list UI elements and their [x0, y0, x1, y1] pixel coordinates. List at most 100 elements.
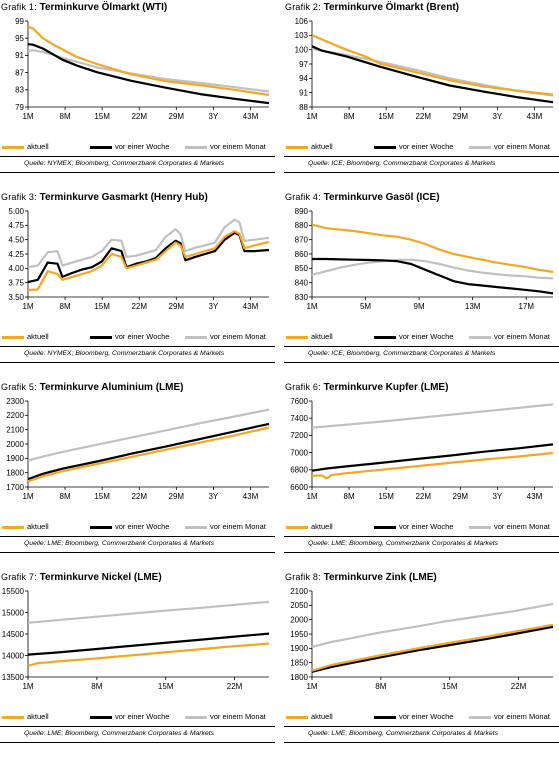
y-tick-label: 97	[299, 60, 308, 69]
x-tick-label: 15M	[378, 492, 394, 501]
legend-swatch	[2, 336, 24, 339]
legend-label: vor einem Monat	[210, 142, 266, 151]
legend-swatch	[90, 336, 112, 339]
legend-label: vor einer Woche	[399, 522, 454, 531]
chart-title: Grafik 8: Terminkurve Zink (LME)	[285, 572, 437, 583]
legend-swatch	[374, 146, 396, 149]
legend-label: vor einer Woche	[115, 142, 170, 151]
legend-swatch	[469, 526, 491, 529]
x-tick-label: 1M	[22, 112, 33, 121]
y-tick-label: 1950	[290, 630, 308, 639]
y-tick-label: 1900	[6, 454, 24, 463]
x-tick-label: 5M	[360, 302, 371, 311]
divider	[284, 552, 559, 553]
x-tick-label: 8M	[344, 112, 355, 121]
x-tick-label: 29M	[169, 492, 185, 501]
line-chart: 13500 14000 14500 15000 15500 1M 8M 15M 22M	[2, 587, 270, 691]
y-tick-label: 2100	[6, 425, 24, 434]
y-tick-label: 840	[295, 278, 309, 287]
y-tick-label: 87	[15, 68, 24, 77]
legend-swatch	[90, 146, 112, 149]
source-note: Quelle: ICE; Bloomberg, Commerzbank Corp…	[308, 350, 496, 357]
series-line-aktuell	[27, 25, 270, 97]
x-tick-label: 15M	[94, 112, 110, 121]
series-line-monat	[311, 47, 554, 97]
y-tick-label: 890	[295, 207, 309, 216]
legend-swatch	[286, 526, 308, 529]
chart-number: Grafik 2:	[285, 2, 321, 12]
line-chart: 79 83 87 91 95 99 1M 8M 15M 22M 29M 3Y 43M	[15, 17, 270, 121]
y-tick-label: 2050	[290, 601, 308, 610]
x-tick-label: 8M	[91, 682, 102, 691]
chart-title-text: Terminkurve Kupfer (LME)	[323, 382, 449, 393]
legend-label: aktuell	[27, 142, 49, 151]
y-tick-label: 91	[299, 88, 308, 97]
chart-legend: aktuell vor einer Woche vor einem Monat	[0, 332, 275, 344]
series-line-monat	[27, 218, 270, 269]
chart-legend: aktuell vor einer Woche vor einem Monat	[0, 142, 275, 154]
chart-title: Grafik 6: Terminkurve Kupfer (LME)	[285, 382, 448, 393]
chart-panel-7: Grafik 7: Terminkurve Nickel (LME) 13500 1…	[0, 570, 275, 760]
divider	[284, 726, 559, 727]
x-tick-label: 1M	[306, 112, 317, 121]
series-line-monat	[311, 403, 554, 429]
y-tick-label: 94	[299, 74, 308, 83]
y-tick-label: 7400	[290, 414, 308, 423]
y-tick-label: 79	[15, 103, 24, 112]
series-line-aktuell	[27, 642, 270, 667]
series-line-monat	[27, 49, 270, 93]
y-tick-label: 99	[15, 17, 24, 26]
y-tick-label: 2000	[6, 440, 24, 449]
chart-number: Grafik 4:	[285, 192, 321, 202]
series-line-monat	[311, 258, 554, 280]
divider	[0, 536, 275, 537]
divider	[0, 552, 275, 553]
x-tick-label: 43M	[527, 492, 543, 501]
x-tick-label: 15M	[378, 112, 394, 121]
chart-panel-1: Grafik 1: Terminkurve Ölmarkt (WTI) 79 83 8…	[0, 0, 275, 190]
y-tick-label: 103	[295, 31, 309, 40]
chart-legend: aktuell vor einer Woche vor einem Monat	[284, 712, 559, 724]
chart-legend: aktuell vor einer Woche vor einem Monat	[0, 712, 275, 724]
y-tick-label: 850	[295, 264, 309, 273]
series-line-woche	[311, 45, 554, 104]
chart-title: Grafik 5: Terminkurve Aluminium (LME)	[1, 382, 184, 393]
x-tick-label: 8M	[60, 302, 71, 311]
y-tick-label: 2200	[6, 411, 24, 420]
legend-swatch	[374, 716, 396, 719]
chart-panel-6: Grafik 6: Terminkurve Kupfer (LME) 6600 68…	[284, 380, 559, 570]
source-note: Quelle: ICE; Bloomberg, Commerzbank Corp…	[308, 160, 496, 167]
divider	[284, 536, 559, 537]
chart-title-text: Terminkurve Aluminium (LME)	[39, 382, 184, 393]
x-tick-label: 22M	[511, 682, 527, 691]
x-tick-label: 15M	[442, 682, 458, 691]
chart-title: Grafik 7: Terminkurve Nickel (LME)	[1, 572, 162, 583]
legend-label: vor einer Woche	[399, 712, 454, 721]
y-tick-label: 1850	[290, 658, 308, 667]
chart-title: Grafik 3: Terminkurve Gasmarkt (Henry Hu…	[1, 192, 208, 203]
x-tick-label: 22M	[415, 492, 431, 501]
legend-swatch	[90, 526, 112, 529]
series-line-woche	[312, 257, 554, 295]
source-note: Quelle: LME; Bloomberg, Commerzbank Corp…	[308, 540, 499, 547]
legend-label: vor einer Woche	[399, 332, 454, 341]
y-tick-label: 1800	[6, 468, 24, 477]
chart-title-text: Terminkurve Ölmarkt (WTI)	[39, 2, 168, 13]
legend-label: aktuell	[27, 332, 49, 341]
x-tick-label: 1M	[22, 492, 33, 501]
legend-swatch	[469, 336, 491, 339]
y-tick-label: 7600	[290, 397, 308, 406]
chart-title-text: Terminkurve Ölmarkt (Brent)	[323, 2, 459, 13]
chart-title-text: Terminkurve Zink (LME)	[323, 572, 437, 583]
x-tick-label: 3Y	[208, 302, 218, 311]
y-tick-label: 1800	[290, 673, 308, 682]
y-tick-label: 4.25	[8, 250, 24, 259]
x-tick-label: 8M	[60, 492, 71, 501]
legend-swatch	[185, 146, 207, 149]
chart-legend: aktuell vor einer Woche vor einem Monat	[0, 522, 275, 534]
y-tick-label: 2100	[290, 587, 308, 596]
y-tick-label: 6600	[290, 483, 308, 492]
chart-panel-2: Grafik 2: Terminkurve Ölmarkt (Brent) 88 9…	[284, 0, 559, 190]
chart-legend: aktuell vor einer Woche vor einem Monat	[284, 522, 559, 534]
